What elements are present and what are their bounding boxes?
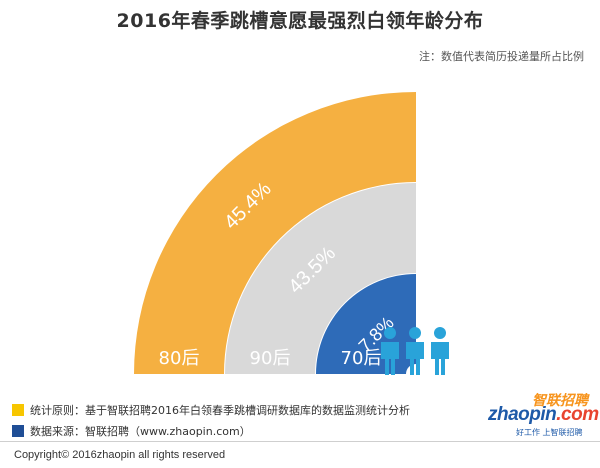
- chart-title: 2016年春季跳槽意愿最强烈白领年龄分布: [116, 10, 484, 32]
- people-icon: [381, 327, 449, 375]
- footer-divider: [0, 441, 600, 442]
- logo-en-text: zhaopin.com: [488, 404, 599, 426]
- footnote-source: 数据来源：智联招聘（www.zhaopin.com）: [12, 423, 251, 439]
- logo-cn-text: 智联招聘: [532, 393, 588, 409]
- ring-1: [134, 92, 416, 374]
- footnote-swatch-blue: [12, 425, 24, 437]
- ring-2: [225, 183, 416, 374]
- footnote-swatch-yellow: [12, 404, 24, 416]
- category-label-3: 70后: [341, 348, 382, 369]
- logo-slogan: 好工作 上智联招聘: [516, 428, 583, 437]
- chart-note: 注：数值代表简历投递量所占比例: [419, 50, 584, 63]
- footnote-method: 统计原则：基于智联招聘2016年白领春季跳槽调研数据库的数据监测统计分析: [12, 402, 410, 418]
- person-icon: [406, 327, 424, 375]
- category-label-1: 80后: [159, 348, 200, 369]
- footnote-source-text: 数据来源：智联招聘（www.zhaopin.com）: [30, 425, 251, 438]
- person-icon: [381, 327, 399, 375]
- logo-en-tld: .com: [556, 404, 599, 425]
- category-label-2: 90后: [250, 348, 291, 369]
- copyright-text: Copyright© 2016zhaopin all rights reserv…: [14, 449, 226, 461]
- person-icon: [431, 327, 449, 375]
- zhaopin-logo: 智联招聘 zhaopin.com 好工作 上智联招聘: [484, 390, 599, 438]
- logo-en-main: zhaopin: [488, 404, 557, 425]
- footnote-method-text: 统计原则：基于智联招聘2016年白领春季跳槽调研数据库的数据监测统计分析: [30, 404, 410, 417]
